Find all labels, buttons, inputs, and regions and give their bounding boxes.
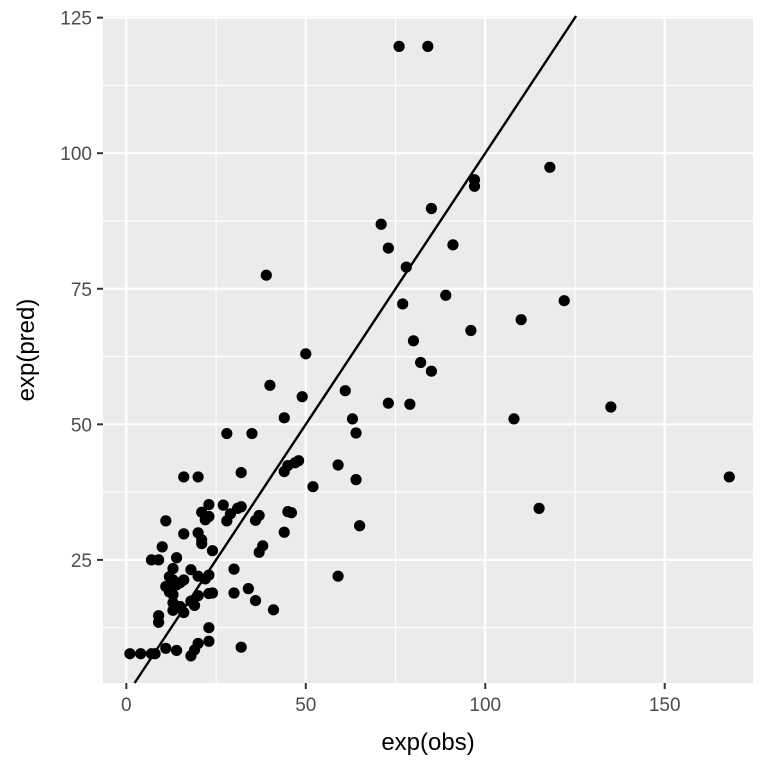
data-point [203, 622, 215, 634]
data-point [135, 648, 147, 660]
x-tick-label: 150 [649, 695, 681, 716]
data-point [508, 413, 520, 425]
y-tick-label: 50 [71, 415, 92, 436]
data-point [249, 594, 262, 607]
data-point [293, 455, 305, 467]
data-point [124, 648, 136, 660]
data-point [203, 635, 215, 647]
data-point [188, 599, 201, 612]
data-point [160, 642, 172, 654]
x-axis-title: exp(obs) [381, 729, 474, 756]
data-point [206, 587, 219, 599]
data-point [178, 471, 190, 483]
y-tick-labels: 25 50 75 100 125 [60, 9, 92, 572]
data-point [278, 526, 290, 538]
data-point [203, 498, 215, 511]
data-point [170, 552, 183, 564]
data-point [422, 40, 434, 52]
data-point [228, 563, 240, 575]
data-point [300, 348, 312, 360]
data-point [440, 289, 452, 301]
data-point [221, 427, 233, 440]
data-point [605, 401, 617, 413]
data-point [196, 534, 208, 546]
x-tick-label: 100 [469, 695, 501, 716]
data-point [153, 554, 165, 566]
data-point [307, 481, 319, 493]
data-point [235, 466, 247, 479]
data-point [350, 474, 362, 486]
x-tick-label: 0 [121, 695, 132, 716]
data-point [375, 218, 387, 230]
data-point [192, 471, 204, 483]
data-point [296, 391, 308, 403]
data-points [124, 40, 735, 662]
data-point [217, 499, 229, 511]
data-point [153, 610, 165, 622]
data-point [246, 427, 258, 440]
data-point [253, 509, 265, 522]
data-point [397, 298, 409, 310]
data-point [515, 314, 527, 326]
data-point [407, 335, 420, 347]
data-point [447, 239, 459, 251]
data-point [178, 574, 190, 586]
data-point [382, 397, 394, 409]
data-point [285, 507, 298, 519]
y-tick-label: 125 [60, 9, 92, 30]
data-point [425, 365, 438, 377]
data-point [185, 564, 197, 576]
data-point [558, 295, 570, 307]
data-point [167, 589, 179, 601]
data-point [206, 545, 219, 557]
data-point [468, 180, 481, 192]
data-point [167, 562, 179, 575]
data-point [332, 570, 344, 582]
data-point [404, 398, 416, 410]
data-point [178, 606, 190, 619]
data-point [178, 528, 190, 540]
data-point [203, 510, 215, 523]
data-point [354, 520, 366, 532]
reference-line [133, 15, 578, 684]
x-tick-labels: 0 50 100 150 [121, 695, 681, 716]
data-point [278, 412, 290, 424]
y-tick-label: 75 [71, 280, 92, 301]
y-tick-label: 25 [71, 551, 92, 572]
data-point [242, 583, 254, 595]
data-point [192, 637, 204, 650]
data-point [350, 427, 362, 439]
data-point [339, 385, 351, 397]
data-point [393, 40, 405, 52]
y-tick-label: 100 [60, 144, 92, 165]
data-point [260, 269, 272, 281]
data-point [156, 541, 168, 553]
data-point [723, 471, 735, 483]
data-point [235, 501, 247, 513]
axis-ticks [97, 16, 666, 689]
data-point [235, 641, 247, 653]
data-point [267, 604, 280, 616]
data-point [160, 515, 172, 527]
data-point [382, 242, 394, 254]
data-point [346, 413, 359, 425]
data-point [544, 161, 556, 173]
data-point [264, 379, 276, 391]
x-tick-label: 50 [295, 695, 316, 716]
data-point [170, 644, 183, 657]
data-point [332, 459, 344, 471]
data-point [465, 324, 477, 337]
data-point [425, 202, 438, 215]
y-axis-title: exp(pred) [13, 299, 40, 402]
data-point [533, 502, 545, 514]
data-point [203, 569, 215, 581]
data-point [257, 540, 269, 552]
data-point [415, 356, 427, 369]
data-point [228, 587, 240, 599]
